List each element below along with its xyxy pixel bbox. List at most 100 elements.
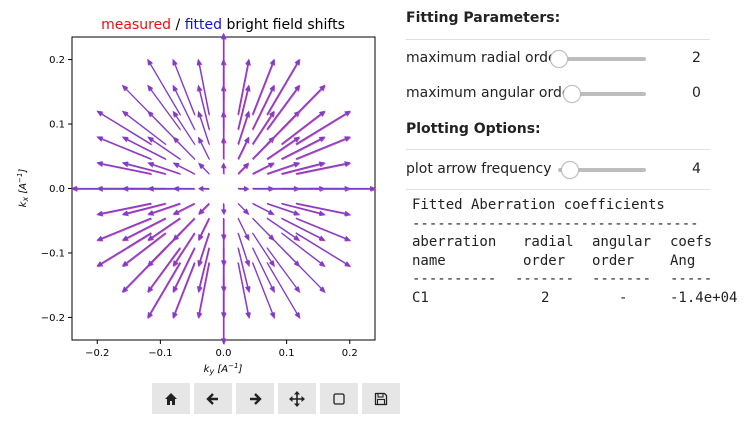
fitted-arrow-head (220, 162, 227, 168)
quiver-plot: measured / fitted bright field shifts −0… (0, 0, 390, 380)
fitted-arrow-head (96, 261, 103, 267)
fitted-arrow-head (344, 110, 351, 116)
fitted-arrow-head (269, 285, 275, 293)
fitted-arrow-head (243, 185, 249, 192)
fitted-arrow-head (344, 261, 351, 267)
fitted-arrow-head (198, 208, 205, 215)
measured-arrow (176, 233, 196, 263)
aberration-coefficients-table: Fitted Aberration coefficients ---------… (412, 196, 742, 307)
fitted-arrow (266, 63, 298, 115)
fitted-arrow-head (147, 234, 154, 241)
arrow-frequency-slider[interactable] (558, 158, 646, 182)
fitted-arrow (150, 247, 181, 288)
measured-arrow (128, 164, 167, 176)
forward-button[interactable] (236, 383, 274, 414)
measured-arrow (178, 203, 196, 214)
arrow-field (70, 32, 377, 346)
fitted-arrow (126, 217, 166, 239)
radial-order-row: maximum radial order 2 (406, 47, 736, 71)
measured-arrow (267, 140, 296, 161)
fitted-arrow-head (147, 260, 154, 267)
fitted-arrow-head (220, 312, 227, 319)
measured-arrow (267, 64, 298, 116)
measured-arrow (175, 248, 196, 289)
fitted-arrow (266, 89, 297, 130)
fitted-arrow-head (147, 110, 154, 117)
fitted-arrow (237, 141, 247, 160)
measured-arrow (128, 203, 167, 215)
fitted-arrow (237, 90, 249, 130)
fitted-arrow-head (220, 32, 227, 39)
fitted-arrow-head (293, 234, 300, 241)
fitted-arrow-head (318, 161, 326, 167)
fitted-arrow (174, 247, 196, 288)
table-rule: ---------------------------------- (412, 215, 699, 232)
plotting-options-heading: Plotting Options: (406, 121, 541, 137)
fitted-arrow-head (293, 210, 300, 216)
fitted-arrow (149, 262, 181, 314)
home-icon (165, 392, 177, 405)
arrow-left-icon (206, 392, 218, 405)
fitted-arrow-head (267, 162, 275, 168)
fitted-arrow-head (293, 161, 300, 167)
title-rest: bright field shifts (226, 17, 344, 33)
measured-arrow (101, 233, 153, 265)
slider-thumb[interactable] (550, 50, 568, 68)
fitted-arrow-head (243, 136, 249, 144)
fitted-arrow-head (96, 210, 103, 216)
fitted-arrow (280, 232, 321, 264)
measured-arrow (281, 203, 321, 215)
fitted-arrow-head (269, 84, 275, 92)
fitted-arrow (237, 247, 249, 287)
slider-thumb[interactable] (560, 161, 579, 179)
quiver-plot-svg: measured / fitted bright field shifts −0… (16, 17, 377, 376)
table-header-row: name order order Ang (412, 252, 742, 271)
angular-order-slider[interactable] (563, 82, 646, 106)
fitted-arrow-head (293, 136, 300, 143)
fitted-arrow-head (121, 260, 129, 267)
fitted-arrow-head (344, 235, 351, 241)
fitted-arrow (199, 116, 210, 145)
fitted-arrow (198, 64, 210, 115)
fitted-arrow (152, 163, 181, 175)
measured-arrow (296, 139, 346, 161)
x-tick-label: 0.1 (279, 348, 295, 359)
fitted-arrow (201, 166, 210, 175)
fitted-arrow-head (196, 285, 203, 293)
fitted-arrow (280, 113, 321, 145)
pan-button[interactable] (278, 383, 316, 414)
fitted-arrow (126, 138, 166, 160)
measured-arrow (150, 262, 182, 315)
slider-track (556, 57, 646, 61)
fitted-arrow (237, 262, 249, 313)
radial-order-slider[interactable] (550, 47, 646, 71)
fitted-arrow-head (294, 58, 300, 66)
fitted-arrow-head (96, 161, 103, 167)
arrow-frequency-value: 4 (692, 161, 701, 177)
fitted-arrow-head (96, 235, 103, 241)
fitted-arrow-head (344, 136, 351, 142)
fitted-arrow-head (268, 110, 275, 118)
table-header-cell: angular (592, 234, 652, 250)
fitted-arrow-head (121, 286, 128, 293)
save-button[interactable] (362, 383, 400, 414)
fitted-arrow-head (319, 84, 326, 91)
fitted-arrow-head (172, 84, 178, 92)
y-tick-label: −0.1 (41, 248, 65, 259)
slider-thumb[interactable] (563, 85, 581, 103)
fitted-arrow-head (147, 84, 153, 91)
fitted-arrow (237, 166, 246, 175)
fitted-arrow-head (220, 234, 227, 241)
fitted-arrow (101, 113, 152, 145)
fitted-arrow-head (268, 259, 275, 267)
fitted-arrow-head (70, 185, 77, 192)
fitted-arrow (266, 262, 298, 314)
table-header-row: aberration radial angular coefs (412, 233, 742, 252)
home-button[interactable] (152, 383, 190, 414)
back-button[interactable] (194, 383, 232, 414)
angular-order-label: maximum angular order (406, 85, 577, 101)
fitted-arrow (281, 138, 321, 160)
zoom-button[interactable] (320, 383, 358, 414)
measured-arrow (126, 233, 167, 265)
measured-arrow (199, 248, 211, 288)
